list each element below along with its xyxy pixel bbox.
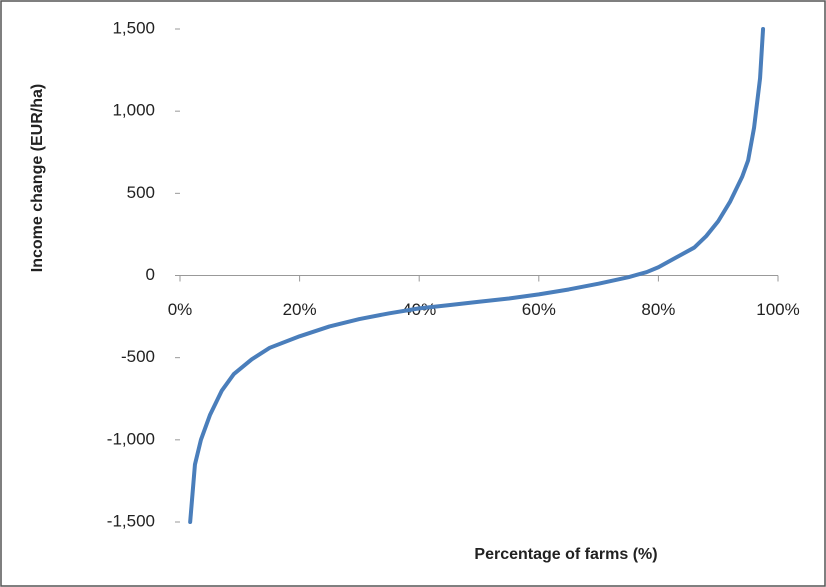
y-tick-label: -1,000 — [107, 429, 155, 448]
x-tick-label: 20% — [283, 300, 317, 319]
y-tick-label: -1,500 — [107, 511, 155, 530]
y-tick-label: 1,000 — [112, 101, 155, 120]
y-axis-title: Income change (EUR/ha) — [29, 84, 46, 272]
y-tick-label: -500 — [121, 347, 155, 366]
y-tick-label: 500 — [127, 183, 155, 202]
y-tick-label: 0 — [146, 265, 155, 284]
x-tick-label: 60% — [522, 300, 556, 319]
x-tick-label: 80% — [641, 300, 675, 319]
y-tick-label: 1,500 — [112, 18, 155, 37]
data-line — [188, 27, 766, 524]
x-axis-title: Percentage of farms (%) — [474, 546, 657, 563]
x-tick-label: 0% — [168, 300, 193, 319]
x-tick-label: 100% — [756, 300, 799, 319]
